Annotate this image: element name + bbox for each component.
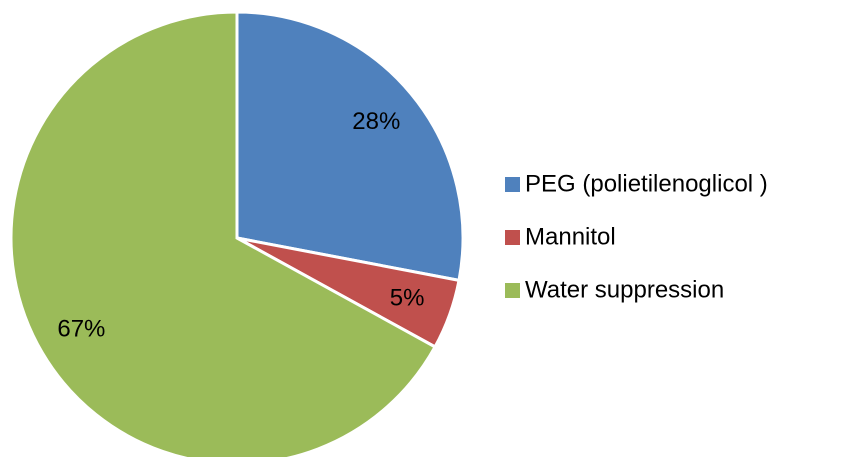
data-label: 67% — [57, 315, 105, 342]
legend-swatch — [505, 230, 520, 245]
pie-slice — [9, 10, 438, 457]
legend-label: Water suppression — [525, 276, 724, 303]
legend-swatch — [505, 283, 520, 298]
legend-label: PEG (polietilenoglicol ) — [525, 170, 768, 197]
data-label: 28% — [352, 108, 400, 135]
legend-swatch — [505, 177, 520, 192]
data-label: 5% — [390, 285, 425, 312]
legend-label: Mannitol — [525, 223, 616, 250]
pie-slice — [235, 10, 465, 283]
